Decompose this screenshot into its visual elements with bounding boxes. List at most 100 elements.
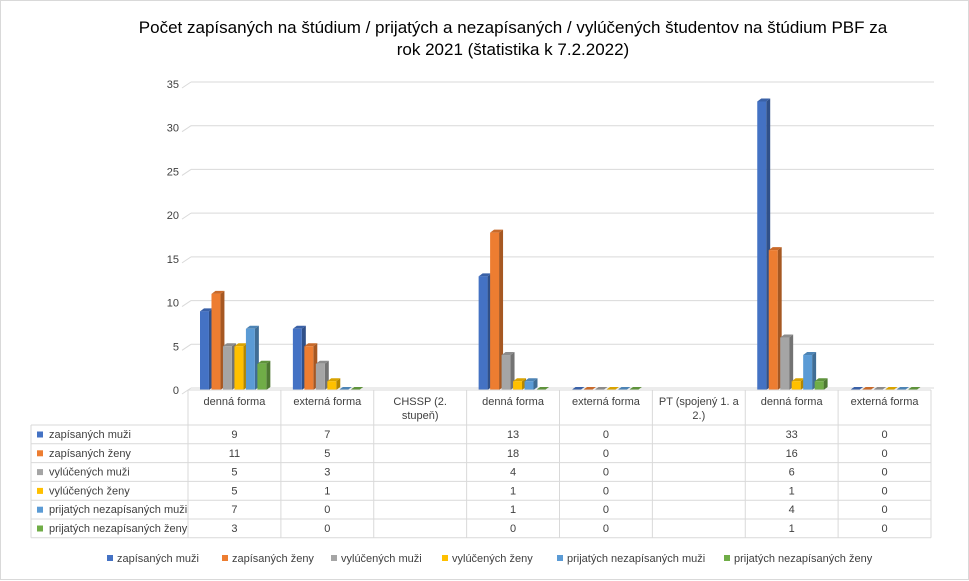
bar-top: [524, 378, 538, 382]
series-row-label: vylúčených ženy: [49, 485, 130, 497]
bar-top: [327, 378, 341, 382]
table-cell: 0: [603, 467, 609, 479]
bar-top: [501, 352, 515, 356]
bar-top: [873, 387, 887, 390]
table-cell: 33: [786, 429, 798, 441]
bar: [780, 337, 790, 390]
bar: [814, 381, 824, 390]
bar-top: [211, 290, 225, 294]
gridline-depth: [181, 343, 192, 351]
bar-top: [571, 387, 585, 390]
table-cell: 0: [882, 448, 888, 460]
table-cell: 1: [324, 485, 330, 497]
table-cell: 3: [324, 467, 330, 479]
table-cell: 5: [324, 448, 330, 460]
table-cell: 1: [510, 485, 516, 497]
bar-top: [490, 229, 504, 233]
table-cell: 0: [882, 429, 888, 441]
category-label: denná forma: [761, 396, 824, 408]
legend-swatch: [557, 555, 563, 561]
category-label: externá forma: [851, 396, 920, 408]
bar-top: [780, 334, 794, 338]
legend-label: vylúčených ženy: [452, 553, 533, 565]
table-cell: 7: [324, 429, 330, 441]
bar-top: [594, 387, 608, 390]
y-tick-label: 35: [167, 79, 179, 91]
bar-top: [628, 387, 642, 390]
category-label: denná forma: [482, 396, 545, 408]
series-row-label: vylúčených muži: [49, 467, 130, 479]
bar-top: [605, 387, 619, 390]
gridline-depth: [181, 212, 192, 220]
bar: [768, 250, 778, 390]
table-cell: 0: [603, 485, 609, 497]
table-cell: 13: [507, 429, 519, 441]
y-tick-label: 25: [167, 166, 179, 178]
legend-swatch: [331, 555, 337, 561]
bar: [803, 355, 813, 390]
bar: [257, 363, 267, 390]
bar: [234, 346, 244, 390]
gridline-depth: [181, 300, 192, 307]
series-row-label: zapísaných muži: [49, 429, 131, 441]
y-tick-label: 0: [173, 385, 179, 397]
bar-top: [245, 325, 259, 329]
legend-swatch: [724, 555, 730, 561]
bar-side: [823, 378, 828, 390]
bar-top: [200, 308, 213, 312]
bar-top: [617, 387, 631, 390]
bar-top: [861, 387, 875, 390]
category-label: CHSSP (2.: [393, 396, 447, 408]
bar-side: [266, 360, 271, 390]
bar: [524, 381, 534, 390]
bar: [200, 311, 209, 390]
bar: [501, 355, 511, 390]
table-cell: 0: [510, 523, 516, 535]
table-cell: 9: [231, 429, 237, 441]
table-cell: 5: [231, 467, 237, 479]
series-swatch: [37, 450, 43, 457]
series-swatch: [37, 506, 43, 513]
table-cell: 18: [507, 448, 519, 460]
y-tick-label: 5: [173, 341, 179, 353]
gridline-depth: [181, 81, 192, 89]
legend-swatch: [442, 555, 448, 561]
bar: [211, 293, 221, 390]
series-swatch: [37, 469, 43, 476]
bar: [513, 381, 523, 390]
legend-label: prijatých nezapísaných ženy: [734, 553, 873, 565]
bar: [757, 101, 767, 390]
category-label: 2.): [692, 410, 705, 422]
bar-top: [896, 387, 909, 390]
y-tick-label: 15: [167, 254, 179, 266]
chart-title-line: Počet zapísaných na štúdium / prijatých …: [139, 18, 888, 37]
bar: [315, 363, 325, 390]
table-cell: 1: [789, 485, 795, 497]
bar-top: [536, 387, 549, 390]
bar-top: [234, 343, 248, 347]
table-cell: 0: [603, 448, 609, 460]
table-cell: 0: [603, 523, 609, 535]
category-label: externá forma: [293, 396, 362, 408]
bar-top: [757, 98, 771, 102]
y-tick-label: 30: [167, 123, 179, 135]
bar-side: [336, 378, 341, 390]
table-cell: 0: [603, 429, 609, 441]
category-label: externá forma: [572, 396, 641, 408]
bar-top: [884, 387, 898, 390]
gridline-depth: [181, 256, 192, 264]
bar: [327, 381, 337, 390]
legend-label: vylúčených muži: [341, 553, 422, 565]
bar-top: [315, 360, 329, 364]
legend-swatch: [222, 555, 228, 561]
table-cell: 4: [789, 504, 795, 516]
table-cell: 0: [882, 504, 888, 516]
bar-side: [789, 334, 794, 390]
y-tick-label: 10: [167, 298, 179, 310]
bar-top: [803, 352, 817, 356]
table-cell: 0: [882, 523, 888, 535]
bar: [222, 346, 232, 390]
bar-top: [292, 325, 306, 329]
